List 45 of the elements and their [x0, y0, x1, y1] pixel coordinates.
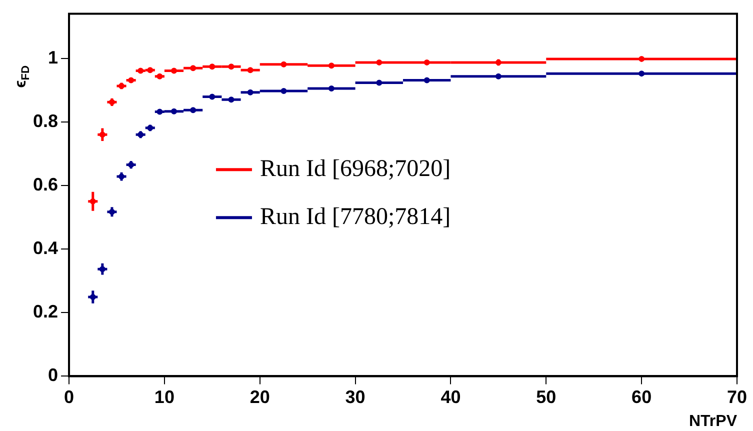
y-tick-label: 0.6	[32, 174, 58, 194]
point	[156, 73, 163, 80]
point	[156, 108, 163, 115]
y-tick-label: 0.8	[32, 110, 58, 131]
point	[280, 88, 287, 94]
y-tick-label: 1	[48, 47, 58, 68]
point	[228, 64, 234, 70]
point	[170, 108, 177, 114]
point	[638, 56, 645, 62]
point	[147, 67, 154, 74]
x-tick-label: 0	[64, 386, 74, 407]
point	[376, 80, 382, 86]
point	[209, 64, 216, 70]
legend-label: Run Id [7780;7814]	[260, 204, 451, 230]
point	[280, 61, 287, 68]
point	[228, 96, 234, 103]
point	[495, 59, 502, 66]
point	[170, 68, 177, 74]
point	[190, 65, 196, 72]
x-tick-label: 50	[536, 386, 556, 407]
point	[424, 59, 430, 66]
x-tick-label: 20	[250, 386, 270, 407]
y-tick-label: 0.2	[32, 302, 58, 322]
point	[638, 70, 645, 77]
y-tick-label: 0.4	[32, 238, 58, 258]
point	[128, 77, 134, 84]
y-axis-title: ϵFD	[12, 65, 32, 88]
point	[328, 62, 334, 69]
point	[247, 67, 254, 74]
point	[138, 68, 144, 74]
point	[424, 77, 430, 84]
point	[209, 94, 216, 100]
y-tick-label: 0	[48, 365, 58, 386]
x-axis-title: NTrPV	[688, 412, 738, 430]
x-tick-label: 40	[440, 386, 461, 407]
point	[376, 59, 382, 66]
x-tick-label: 10	[154, 386, 174, 407]
point	[247, 89, 254, 96]
point	[495, 73, 502, 80]
point	[328, 86, 334, 92]
x-tick-label: 60	[632, 386, 652, 407]
x-tick-label: 70	[726, 386, 748, 407]
x-tick-label: 30	[345, 386, 366, 407]
point	[190, 107, 196, 114]
legend-label: Run Id [6968;7020]	[260, 156, 451, 182]
